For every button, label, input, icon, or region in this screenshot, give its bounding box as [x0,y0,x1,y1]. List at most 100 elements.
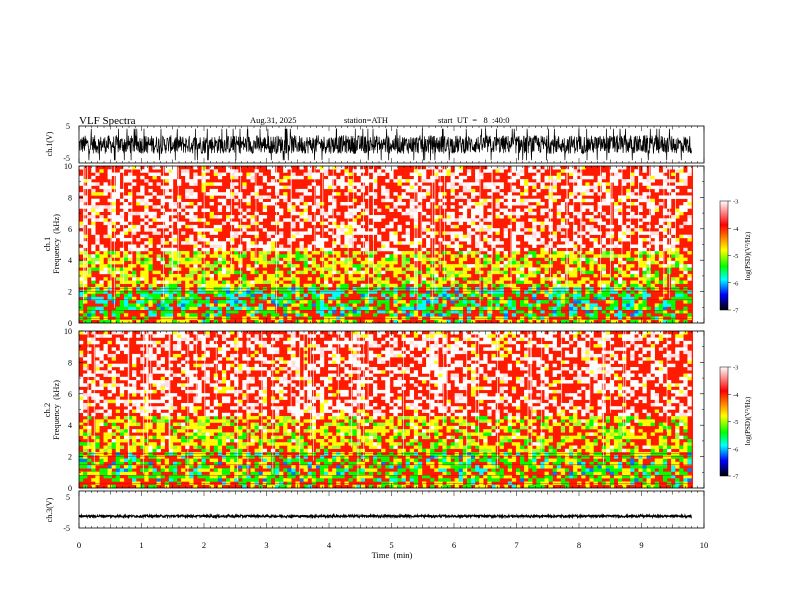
spectrogram-cell [532,273,537,278]
spectrogram-cell [111,270,116,275]
spectrogram-cell [483,218,488,222]
spectrogram-cell [156,445,161,449]
spectrogram-cell [675,215,680,219]
spectrogram-cell [389,234,394,239]
spectrogram-cell [246,172,251,177]
spectrogram-cell [634,319,639,324]
spectrogram-cell [422,179,427,183]
spectrogram-cell [687,172,692,177]
spectrogram-cell [662,185,668,190]
spectrogram-cell [622,283,627,288]
spectrogram-cell [144,169,149,173]
spectrogram-cell [181,205,186,209]
spectrogram-cell [156,471,161,476]
spectrogram-cell [160,416,165,420]
spectrogram-cell [622,228,627,232]
spectrogram-cell [585,296,590,301]
spectrogram-cell [132,277,137,281]
spectrogram-cell [552,231,557,235]
spectrogram-cell [91,264,96,268]
spectrogram-cell [356,169,361,173]
spectrogram-cell [91,331,96,335]
spectrogram-cell [185,363,190,368]
spectrogram-cell [352,231,357,235]
spectrogram-cell [593,260,598,265]
spectrogram-cell [511,169,517,173]
spectrogram-cell [552,273,557,278]
spectrogram-cell [246,231,251,235]
spectrogram-cell [348,221,353,226]
spectrogram-cell [189,179,194,183]
spectrogram-cell [209,273,214,278]
spectrogram-cell [638,205,643,209]
spectrogram-cell [226,251,231,255]
spectrogram-cell [332,224,337,229]
spectrogram-cell [328,218,333,222]
spectrogram-cell [201,287,206,291]
spectrogram-cell [462,257,468,262]
spectrogram-cell [160,399,165,404]
spectrogram-cell [91,290,96,294]
spectrogram-cell [103,402,108,407]
spectrogram-cell [103,406,108,410]
spectrogram-cell [364,175,370,180]
spectrogram-cell [385,280,390,284]
spectrogram-cell [393,303,398,307]
spectrogram-cell [589,267,594,271]
spectrogram-cell [303,254,308,258]
spectrogram-cell [123,432,129,436]
spectrogram-cell [230,234,235,239]
spectrogram-cell [181,429,186,433]
spectrogram-cell [360,175,366,180]
spectrogram-cell [642,247,647,252]
spectrogram-cell [95,192,100,196]
spectrogram-cell [622,296,627,301]
spectrogram-cell [177,422,182,427]
spectrogram-cell [201,166,206,170]
spectrogram-cell [626,303,631,307]
spectrogram-cell [103,254,108,258]
spectrogram-cell [160,386,165,391]
spectrogram-cell [250,309,255,314]
spectrogram-cell [593,306,598,311]
spectrogram-cell [413,290,419,294]
spectrogram-cell [389,264,394,268]
spectrogram-cell [507,303,513,307]
spectrogram-cell [291,208,296,212]
spectrogram-cell [262,270,268,275]
spectrogram-cell [475,192,480,196]
ch1-ytick-bottom: -5 [63,154,70,163]
spectrogram-cell [242,198,247,203]
spectrogram-cell [193,353,198,358]
spectrogram-cell [569,169,574,173]
spectrogram-cell [360,179,366,183]
spectrogram-cell [168,319,174,324]
spectrogram-cell [475,270,480,275]
spectrogram-cell [221,201,227,206]
spectrogram-cell [540,182,545,186]
spectrogram-cell [328,300,333,304]
spectrogram-cell [471,319,476,324]
spectrogram-cell [426,273,431,278]
spectrogram-cell [160,360,165,364]
spectrogram-cell [242,277,247,281]
spectrogram-cell [389,257,394,262]
spectrogram-cell [593,309,598,314]
spectrogram-cell [303,293,308,298]
spectrogram-cell [577,198,582,203]
spectrogram-cell [413,201,419,206]
spectrogram-cell [409,172,415,177]
spectrogram-cell [152,380,157,384]
spectrogram-cell [507,260,513,265]
spectrogram-cell [164,380,170,384]
spectrogram-cell [115,448,121,453]
spectrogram-cell [189,257,194,262]
spectrogram-cell [328,264,333,268]
spectrogram-cell [520,273,525,278]
spectrogram-cell [291,267,296,271]
spectrogram-cell [91,247,96,252]
spectrogram-cell [111,198,116,203]
spectrogram-cell [307,287,312,291]
spectrogram-cell [638,303,643,307]
spectrogram-cell [536,201,541,206]
